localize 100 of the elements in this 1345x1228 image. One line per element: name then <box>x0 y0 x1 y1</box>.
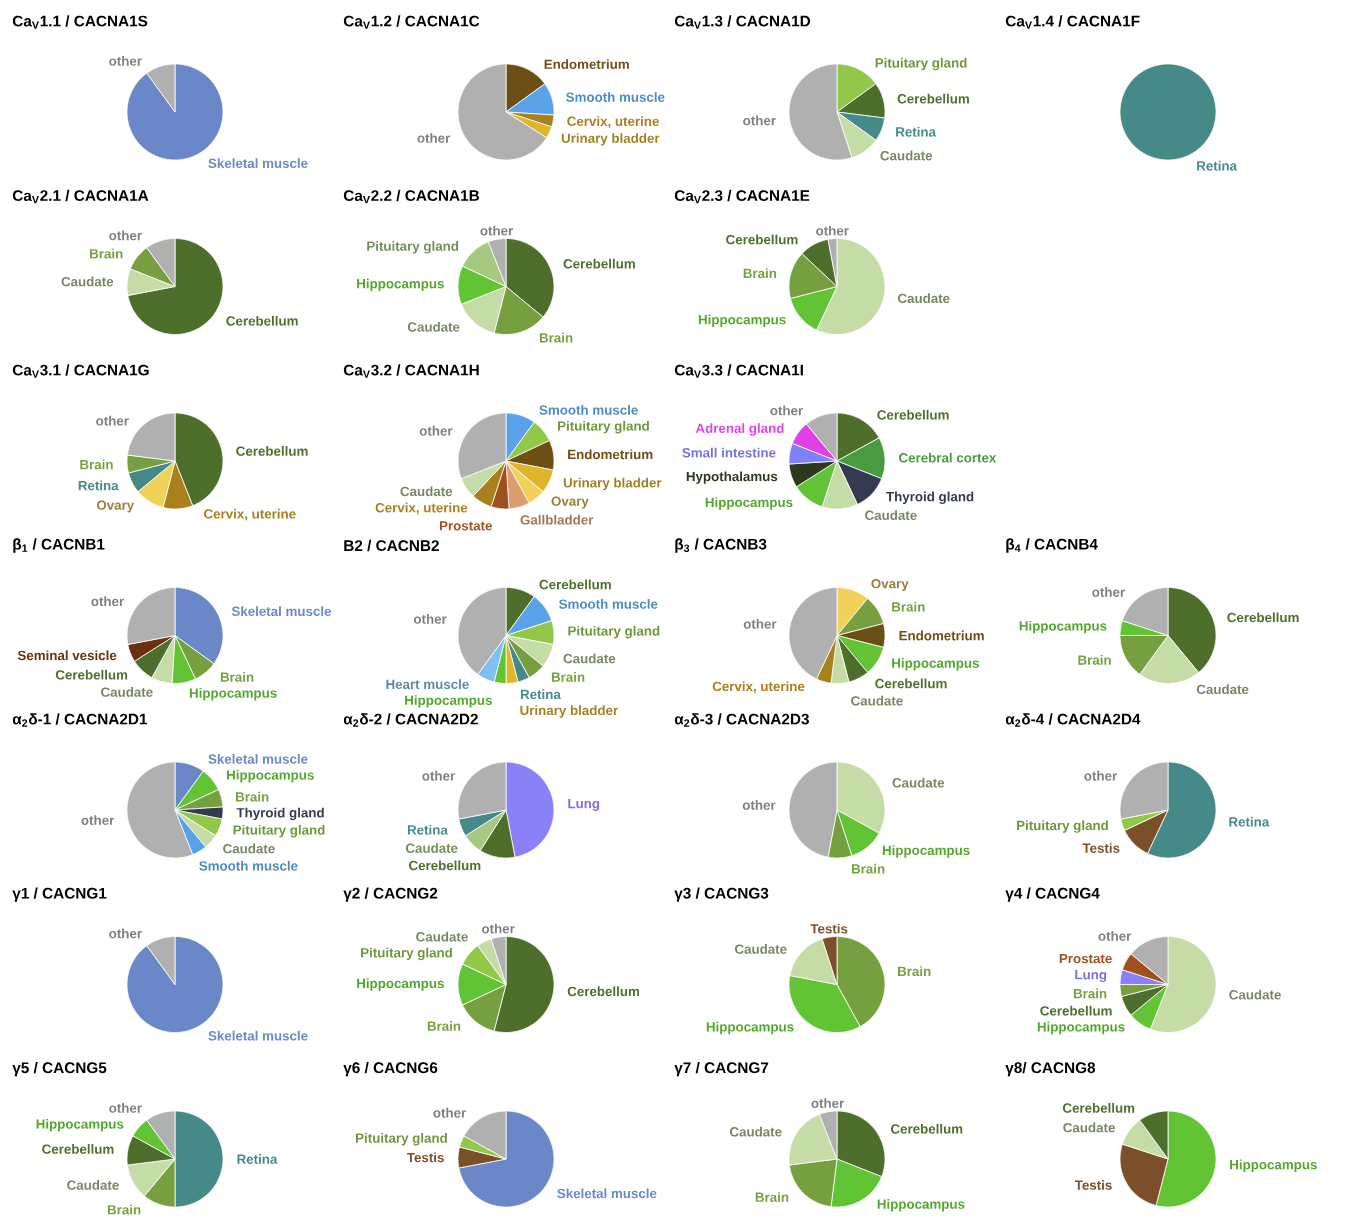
slice-label: Urinary bladder <box>520 705 618 718</box>
slice-label: Testis <box>407 1152 444 1163</box>
slice-label: other <box>811 1098 845 1108</box>
slice-label: Caudate <box>729 1126 782 1137</box>
slice-label: Skeletal muscle <box>208 1030 308 1041</box>
slice-label: Brain <box>107 1204 141 1215</box>
slice-label: Cervix, uterine <box>567 116 659 128</box>
slice-label: Hippocampus <box>405 695 492 708</box>
slice-label: Pituitary gland <box>1017 820 1108 833</box>
slice-label: other <box>109 1103 142 1113</box>
chart-title: γ8/ CACNG8 <box>1005 1061 1096 1077</box>
chart-title: β$_{1}$ / CACNB1 <box>13 538 105 553</box>
chart-title: γ6 / CACNG6 <box>343 1061 438 1077</box>
slice-label: Urinary bladder <box>561 133 660 146</box>
slice-label: Cervix, uterine <box>712 681 805 694</box>
slice-label: Brain <box>898 966 931 977</box>
slice-label: Brain <box>1078 654 1111 665</box>
slice-label: Smooth muscle <box>199 860 298 871</box>
slice-label: Brain <box>1073 988 1107 999</box>
slice-label: other <box>109 230 142 241</box>
slice-label: other <box>481 923 515 934</box>
slice-label: Caudate <box>416 931 468 942</box>
slice-label: other <box>743 618 777 629</box>
slice-label: Retina <box>1229 816 1270 827</box>
slice-label: Cerebral cortex <box>899 452 997 463</box>
chart-title: γ4 / CACNG4 <box>1005 887 1100 902</box>
slice-label: Smooth muscle <box>559 599 658 609</box>
slice-label: Brain <box>80 459 113 470</box>
slice-label: Brain <box>743 268 777 279</box>
slice-label: Testis <box>810 923 848 934</box>
slice-label: Caudate <box>1229 989 1281 1000</box>
slice-label: Endometrium <box>899 630 984 641</box>
slice-label: Prostate <box>439 521 492 531</box>
slice-label: Testis <box>1074 1180 1112 1190</box>
slice-label: other <box>742 800 776 810</box>
slice-label: Pituitary gland <box>361 947 452 961</box>
chart-title: Ca$_{V}$2.3 / CACNA1E <box>674 189 810 204</box>
slice-label: Hippocampus <box>1019 620 1107 634</box>
slice-label: Skeletal muscle <box>231 606 332 617</box>
slice-label: Cerebellum <box>55 669 128 680</box>
chart-title: Ca$_{V}$1.3 / CACNA1D <box>674 15 811 29</box>
slice-label: other <box>816 225 849 236</box>
slice-label: Brain <box>220 672 254 682</box>
slice-label: Cervix, uterine <box>375 502 468 515</box>
slice-label: Retina <box>1197 160 1238 171</box>
slice-label: Cerebellum <box>1040 1005 1112 1016</box>
chart-title: γ1 / CACNG1 <box>12 887 107 902</box>
slice-label: Pituitary gland <box>875 57 967 71</box>
slice-label: Thyroid gland <box>886 491 974 505</box>
slice-label: Hippocampus <box>357 278 444 292</box>
slice-label: Brain <box>892 601 925 612</box>
slice-label: Cerebellum <box>1227 612 1299 623</box>
slice-label: Small intestine <box>682 447 776 458</box>
slice-label: Cerebellum <box>897 93 969 104</box>
slice-label: Brain <box>539 332 573 343</box>
chart-title: Ca$_{V}$3.1 / CACNA1G <box>12 364 149 378</box>
slice-label: Caudate <box>865 510 917 520</box>
slice-label: Caudate <box>223 843 275 854</box>
slice-label: Retina <box>407 824 448 835</box>
slice-label: Gallbladder <box>520 514 594 525</box>
slice-label: Cerebellum <box>409 860 481 871</box>
slice-label: Ovary <box>871 578 909 591</box>
slice-label: Skeletal muscle <box>208 158 308 169</box>
slice-label: Caudate <box>405 843 458 853</box>
slice-label: other <box>422 770 455 781</box>
slice-label: Brain <box>427 1021 461 1031</box>
slice-label: Hippocampus <box>882 845 970 858</box>
slice-label: Hippocampus <box>698 314 786 327</box>
slice-label: Pituitary gland <box>233 824 325 838</box>
slice-label: Pituitary gland <box>367 241 459 254</box>
slice-label: Hippocampus <box>1037 1021 1125 1035</box>
slice-label: other <box>96 415 129 426</box>
slice-label: Hippocampus <box>892 658 979 671</box>
slice-label: Cerebellum <box>563 258 635 269</box>
slice-label: Cerebellum <box>1062 1103 1135 1113</box>
chart-title: Ca$_{V}$3.3 / CACNA1I <box>674 364 803 378</box>
slice-label: other <box>1092 587 1125 597</box>
slice-label: Hypothalamus <box>686 471 778 484</box>
slice-label: Brain <box>755 1192 789 1202</box>
slice-label: other <box>419 425 453 436</box>
slice-label: Caudate <box>67 1180 119 1190</box>
slice-label: Brain <box>236 791 269 802</box>
slice-label: Hippocampus <box>705 497 793 510</box>
chart-title: γ2 / CACNG2 <box>343 887 438 902</box>
slice-label: Urinary bladder <box>563 477 662 491</box>
slice-label: Retina <box>896 126 937 137</box>
slice-label: Prostate <box>1059 953 1112 964</box>
chart-title: Ca$_{V}$2.2 / CACNA1B <box>343 189 480 204</box>
chart-title: α$_{2}$δ-4 / CACNA2D4 <box>1005 713 1141 727</box>
slice-label: Caudate <box>851 695 903 706</box>
slice-label: Hippocampus <box>36 1118 124 1132</box>
slice-label: Thyroid gland <box>236 807 324 821</box>
slice-label: Seminal vesicle <box>17 650 117 661</box>
slice-label: Smooth muscle <box>566 92 665 102</box>
chart-title: α$_{2}$δ-3 / CACNA2D3 <box>674 713 809 727</box>
slice-label: Caudate <box>892 777 945 788</box>
slice-label: Cerebellum <box>875 678 947 689</box>
slice-label: Caudate <box>898 293 950 304</box>
slice-label: Skeletal muscle <box>208 754 308 764</box>
chart-title: β$_{3}$ / CACNB3 <box>675 538 767 553</box>
